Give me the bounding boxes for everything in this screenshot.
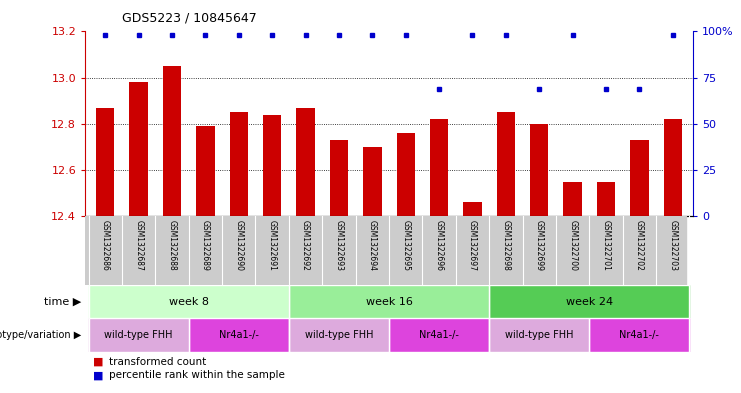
Bar bbox=[389, 318, 489, 352]
Text: GSM1322690: GSM1322690 bbox=[234, 220, 243, 271]
Bar bbox=[163, 66, 182, 216]
Text: week 24: week 24 bbox=[566, 297, 613, 307]
Bar bbox=[89, 285, 289, 318]
Text: transformed count: transformed count bbox=[109, 356, 206, 367]
Bar bbox=[489, 285, 689, 318]
Text: GSM1322698: GSM1322698 bbox=[502, 220, 511, 270]
Bar bbox=[430, 119, 448, 216]
Text: Nr4a1-/-: Nr4a1-/- bbox=[419, 330, 459, 340]
Text: GSM1322689: GSM1322689 bbox=[201, 220, 210, 270]
Text: GSM1322700: GSM1322700 bbox=[568, 220, 577, 271]
Text: wild-type FHH: wild-type FHH bbox=[305, 330, 373, 340]
Text: GSM1322692: GSM1322692 bbox=[301, 220, 310, 270]
Text: time ▶: time ▶ bbox=[44, 297, 82, 307]
Text: GSM1322697: GSM1322697 bbox=[468, 220, 477, 271]
Text: week 16: week 16 bbox=[365, 297, 413, 307]
Bar bbox=[664, 119, 682, 216]
Text: GSM1322702: GSM1322702 bbox=[635, 220, 644, 270]
Text: GSM1322687: GSM1322687 bbox=[134, 220, 143, 270]
Text: ■: ■ bbox=[93, 356, 103, 367]
Bar bbox=[563, 182, 582, 216]
Text: GSM1322694: GSM1322694 bbox=[368, 220, 377, 271]
Text: ■: ■ bbox=[93, 370, 103, 380]
Bar bbox=[489, 318, 589, 352]
Bar bbox=[89, 285, 289, 318]
Bar bbox=[89, 318, 189, 352]
Bar bbox=[189, 318, 289, 352]
Bar bbox=[597, 182, 615, 216]
Bar bbox=[130, 82, 147, 216]
Text: GSM1322693: GSM1322693 bbox=[334, 220, 343, 271]
Bar bbox=[489, 318, 589, 352]
Bar bbox=[296, 108, 315, 216]
Text: percentile rank within the sample: percentile rank within the sample bbox=[109, 370, 285, 380]
Text: Nr4a1-/-: Nr4a1-/- bbox=[219, 330, 259, 340]
Bar bbox=[263, 115, 282, 216]
Bar bbox=[330, 140, 348, 216]
Bar bbox=[363, 147, 382, 216]
Text: wild-type FHH: wild-type FHH bbox=[505, 330, 574, 340]
Text: GSM1322703: GSM1322703 bbox=[668, 220, 677, 271]
Text: Nr4a1-/-: Nr4a1-/- bbox=[619, 330, 659, 340]
Bar bbox=[389, 318, 489, 352]
Bar bbox=[589, 318, 689, 352]
Text: GSM1322695: GSM1322695 bbox=[401, 220, 411, 271]
Bar bbox=[396, 133, 415, 216]
Text: wild-type FHH: wild-type FHH bbox=[104, 330, 173, 340]
Bar bbox=[289, 318, 389, 352]
Bar bbox=[230, 112, 248, 216]
Text: week 8: week 8 bbox=[169, 297, 209, 307]
Text: GSM1322686: GSM1322686 bbox=[101, 220, 110, 270]
Bar bbox=[589, 318, 689, 352]
Text: GSM1322688: GSM1322688 bbox=[167, 220, 176, 270]
Text: GSM1322699: GSM1322699 bbox=[535, 220, 544, 271]
Bar bbox=[289, 285, 489, 318]
Bar bbox=[289, 285, 489, 318]
Bar bbox=[89, 318, 189, 352]
Text: GSM1322691: GSM1322691 bbox=[268, 220, 276, 270]
Bar bbox=[463, 202, 482, 216]
Text: GSM1322696: GSM1322696 bbox=[435, 220, 444, 271]
Bar bbox=[496, 112, 515, 216]
Text: genotype/variation ▶: genotype/variation ▶ bbox=[0, 330, 82, 340]
Bar bbox=[489, 285, 689, 318]
Text: GSM1322701: GSM1322701 bbox=[602, 220, 611, 270]
Text: GDS5223 / 10845647: GDS5223 / 10845647 bbox=[122, 12, 257, 25]
Bar bbox=[189, 318, 289, 352]
Bar bbox=[631, 140, 648, 216]
Bar bbox=[289, 318, 389, 352]
Bar bbox=[96, 108, 114, 216]
Bar bbox=[196, 126, 215, 216]
Bar bbox=[530, 124, 548, 216]
